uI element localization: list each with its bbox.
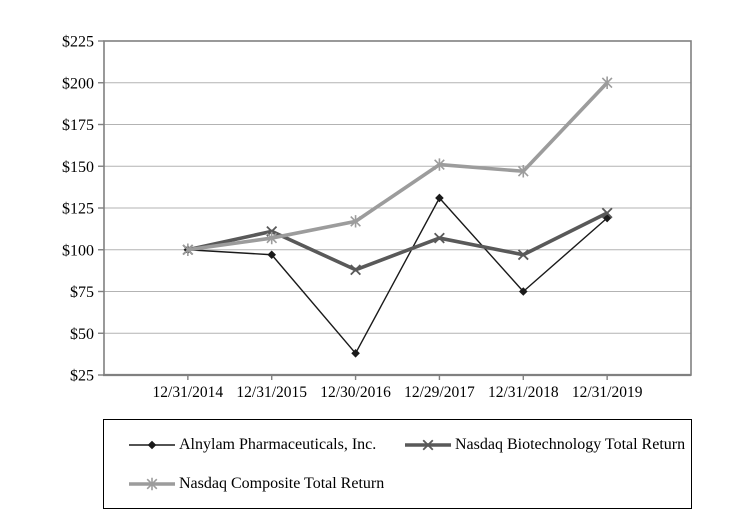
marker-diamond-icon	[518, 287, 528, 296]
y-tick-label: $125	[62, 201, 94, 218]
marker-x-icon	[350, 264, 362, 276]
series-asterisk	[182, 76, 613, 256]
x-tick-label: 12/31/2018	[488, 384, 559, 401]
series-line-1	[187, 211, 608, 272]
marker-asterisk-icon	[601, 76, 613, 89]
x-axis-ticks	[187, 375, 608, 380]
y-tick-label: $50	[70, 326, 94, 343]
marker-diamond-icon	[147, 440, 157, 449]
x-tick-label: 12/29/2017	[404, 384, 475, 401]
y-tick-label: $75	[70, 284, 94, 301]
marker-asterisk-icon	[182, 243, 194, 256]
chart-legend: Alnylam Pharmaceuticals, Inc. Nasdaq Bio…	[103, 419, 692, 509]
x-tick-label: 12/30/2016	[320, 384, 391, 401]
legend-label-nasdaq-biotech: Nasdaq Biotechnology Total Return	[455, 435, 686, 453]
gridlines	[104, 82, 691, 334]
legend-marker-x-icon	[404, 437, 452, 453]
legend-marker-diamond-icon	[128, 437, 176, 453]
legend-label-nasdaq-composite: Nasdaq Composite Total Return	[179, 474, 385, 492]
y-tick-label: $150	[62, 159, 94, 176]
marker-diamond-icon	[351, 348, 360, 358]
marker-diamond-icon	[267, 250, 277, 260]
y-axis-ticks	[98, 40, 104, 376]
y-tick-label: $100	[62, 242, 94, 259]
series-line-0	[187, 197, 608, 354]
marker-x-icon	[517, 249, 529, 261]
x-tick-label: 12/31/2015	[236, 384, 307, 401]
marker-x-icon	[433, 232, 445, 244]
x-tick-label: 12/31/2014	[153, 384, 224, 401]
y-tick-label: $175	[62, 117, 94, 134]
marker-x-icon	[601, 207, 613, 219]
marker-asterisk-icon	[434, 158, 445, 171]
y-tick-label: $225	[62, 34, 94, 51]
legend-label-alnylam: Alnylam Pharmaceuticals, Inc.	[179, 435, 377, 453]
marker-diamond-icon	[435, 193, 444, 203]
legend-marker-asterisk-icon	[128, 476, 176, 492]
series-line-2	[187, 81, 609, 252]
marker-asterisk-icon	[517, 165, 529, 178]
y-axis-labels: $25 $50 $75 $100 $125 $150 $175 $200 $225	[62, 34, 94, 385]
marker-asterisk-icon	[146, 477, 158, 490]
y-tick-label: $25	[70, 368, 94, 385]
x-axis-labels: 12/31/2014 12/31/2015 12/30/2016 12/29/2017…	[153, 384, 643, 401]
marker-asterisk-icon	[266, 231, 278, 245]
legend-item-nasdaq-composite: Nasdaq Composite Total Return	[128, 475, 404, 493]
y-tick-label: $200	[62, 75, 94, 92]
legend-item-nasdaq-biotech: Nasdaq Biotechnology Total Return	[404, 436, 691, 454]
x-tick-label: 12/31/2019	[572, 384, 643, 401]
legend-item-alnylam: Alnylam Pharmaceuticals, Inc.	[128, 436, 404, 454]
marker-x-icon	[422, 439, 434, 450]
marker-asterisk-icon	[350, 215, 361, 228]
